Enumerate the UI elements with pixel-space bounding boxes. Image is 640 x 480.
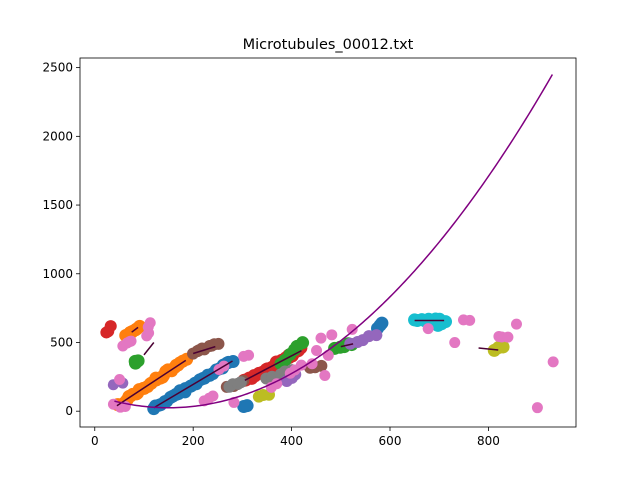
data-point [502, 331, 514, 343]
data-point [271, 378, 283, 390]
y-tick-label: 2500 [42, 61, 73, 75]
data-point [243, 349, 255, 361]
fit-line [192, 345, 216, 355]
data-point [226, 354, 240, 368]
data-point [346, 323, 358, 335]
y-tick-label: 2000 [42, 129, 73, 143]
chart-title: Microtubules_00012.txt [243, 37, 414, 53]
data-point [422, 323, 434, 335]
fit-line [340, 343, 354, 348]
data-point [212, 337, 225, 350]
data-point [144, 317, 156, 329]
plot-area [100, 74, 559, 416]
x-tick-label: 600 [379, 434, 402, 448]
data-point [315, 332, 327, 344]
data-point [322, 349, 334, 361]
y-tick-label: 1500 [42, 198, 73, 212]
data-point [125, 335, 137, 347]
x-tick-label: 400 [280, 434, 303, 448]
y-tick-label: 0 [65, 404, 73, 418]
data-point [531, 402, 543, 414]
data-point [375, 316, 389, 330]
fit-line [143, 342, 155, 356]
x-axis: 0 200 400 600 800 [91, 427, 500, 448]
data-point [315, 359, 328, 372]
data-point [104, 320, 117, 333]
data-point [240, 399, 254, 413]
x-tick-label: 200 [182, 434, 205, 448]
data-point [510, 318, 522, 330]
data-point [319, 369, 331, 381]
data-point [306, 358, 318, 370]
data-point [496, 340, 510, 354]
data-point [295, 359, 307, 371]
fit-curve [114, 74, 554, 409]
data-point [439, 315, 453, 329]
y-tick-label: 500 [50, 335, 73, 349]
data-point [207, 390, 219, 402]
x-tick-label: 0 [91, 434, 99, 448]
data-point [326, 329, 338, 341]
fit-line [478, 347, 499, 351]
axes-frame [79, 57, 577, 428]
data-point [133, 319, 147, 333]
data-point [131, 354, 145, 368]
fit-line [244, 350, 302, 381]
data-point [114, 373, 126, 385]
x-tick-label: 800 [477, 434, 500, 448]
data-point [370, 329, 383, 342]
data-point [234, 376, 247, 389]
fit-line [116, 359, 187, 407]
fit-line [153, 360, 233, 409]
y-axis: 0 500 1000 1500 2000 2500 [42, 61, 80, 418]
data-point [296, 336, 310, 350]
data-point [464, 314, 476, 326]
data-point [547, 356, 559, 368]
y-tick-label: 1000 [42, 267, 73, 281]
data-point [228, 396, 240, 408]
data-point [311, 345, 323, 357]
fit-line [131, 326, 139, 333]
data-point [449, 337, 461, 349]
